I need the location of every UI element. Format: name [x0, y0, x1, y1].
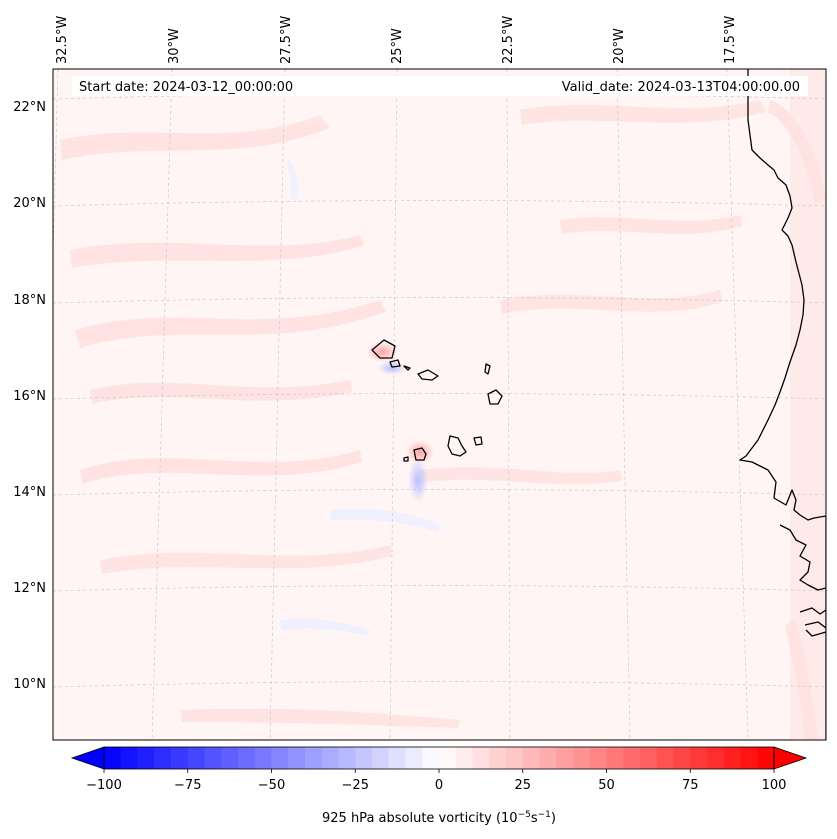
date-banner: [72, 76, 808, 96]
cape-verde-island: [403, 456, 409, 462]
valid-date-label: Valid_date: 2024-03-13T04:00:00.00: [562, 80, 800, 95]
colorbar-segment: [455, 747, 473, 769]
colorbar-segment: [137, 747, 155, 769]
cape-verde-island: [484, 363, 491, 375]
longitude-labels: 32.5°W 30°W 27.5°W 25°W 22.5°W 20°W 17.5…: [55, 16, 738, 64]
lat-label: 14°N: [13, 485, 46, 500]
colorbar-min-extend: [70, 746, 105, 770]
vorticity-coldspot: [408, 458, 428, 502]
colorbar-segment: [355, 747, 373, 769]
colorbar-segment: [372, 747, 390, 769]
colorbar-segment: [640, 747, 658, 769]
latitude-labels: 22°N 20°N 18°N 16°N 14°N 12°N 10°N: [13, 100, 46, 692]
colorbar-tick-label: −75: [174, 778, 201, 793]
colorbar-segment: [204, 747, 222, 769]
colorbar-segment: [673, 747, 691, 769]
colorbar-segment: [472, 747, 490, 769]
start-date-label: Start date: 2024-03-12_00:00:00: [79, 80, 293, 95]
colorbar-label: 925 hPa absolute vorticity (10−5s−1): [322, 810, 556, 826]
colorbar-tick-label: 50: [598, 778, 615, 793]
colorbar-segment: [606, 747, 624, 769]
colorbar-segments: [104, 747, 775, 769]
map-panel: [53, 69, 826, 740]
colorbar-segment: [171, 747, 189, 769]
colorbar-segment: [288, 747, 306, 769]
colorbar-segment: [405, 747, 423, 769]
colorbar-segment: [489, 747, 507, 769]
colorbar-segment: [254, 747, 272, 769]
lon-label: 27.5°W: [279, 16, 294, 64]
lat-label: 16°N: [13, 389, 46, 404]
lon-label: 30°W: [167, 28, 182, 64]
gridlines: [53, 69, 826, 740]
colorbar-segment: [740, 747, 758, 769]
colorbar-segment: [422, 747, 440, 769]
colorbar-segment: [388, 747, 406, 769]
colorbar-segment: [221, 747, 239, 769]
colorbar-segment: [723, 747, 741, 769]
coastlines: [371, 69, 826, 740]
colorbar-tick-label: 100: [762, 778, 787, 793]
colorbar-segment: [757, 747, 775, 769]
cape-verde-island: [447, 435, 467, 457]
lat-label: 18°N: [13, 293, 46, 308]
colorbar-segment: [623, 747, 641, 769]
lat-label: 22°N: [13, 100, 46, 115]
colorbar-tick-label: 25: [514, 778, 531, 793]
africa-coastline-inlets: [779, 524, 826, 637]
colorbar-segment: [187, 747, 205, 769]
vorticity-hotspot: [406, 440, 434, 464]
colorbar-segment: [539, 747, 557, 769]
cape-verde-island: [417, 369, 439, 381]
colorbar-segment: [271, 747, 289, 769]
colorbar-segment: [556, 747, 574, 769]
colorbar-segment: [656, 747, 674, 769]
lon-label: 22.5°W: [501, 16, 516, 64]
colorbar-tick-label: −50: [258, 778, 285, 793]
colorbar-segment: [238, 747, 256, 769]
cape-verde-island: [413, 447, 427, 461]
cape-verde-island: [371, 339, 396, 359]
colorbar-max-extend: [773, 746, 808, 770]
vorticity-coldspot: [378, 361, 406, 375]
colorbar-segment: [522, 747, 540, 769]
colorbar-segment: [120, 747, 138, 769]
vorticity-hotspot: [366, 342, 398, 362]
colorbar-segment: [154, 747, 172, 769]
map-frame: [52, 68, 827, 741]
cape-verde-island: [403, 365, 411, 371]
colorbar-tick-label: −100: [86, 778, 122, 793]
africa-coastline: [739, 69, 826, 740]
vorticity-coastal-band: [790, 69, 826, 740]
colorbar-tick-label: 0: [435, 778, 443, 793]
cape-verde-island: [473, 436, 483, 446]
lat-label: 12°N: [13, 581, 46, 596]
colorbar-segment: [707, 747, 725, 769]
colorbar-tick-label: 75: [682, 778, 699, 793]
colorbar-segment: [589, 747, 607, 769]
colorbar-segment: [573, 747, 591, 769]
map-background: [53, 69, 826, 740]
colorbar-segment: [690, 747, 708, 769]
colorbar-segment: [321, 747, 339, 769]
colorbar-segment: [439, 747, 457, 769]
colorbar-segment: [338, 747, 356, 769]
lon-label: 17.5°W: [723, 16, 738, 64]
vorticity-cold-patches: [280, 160, 440, 636]
cape-verde-island: [389, 359, 401, 368]
colorbar-segment: [506, 747, 524, 769]
colorbar-ticks: −100 −75 −50 −25 0 25 50 75 100: [86, 769, 786, 793]
colorbar-tick-label: −25: [342, 778, 369, 793]
lon-label: 25°W: [390, 28, 405, 64]
lon-label: 32.5°W: [55, 16, 70, 64]
lon-label: 20°W: [612, 28, 627, 64]
colorbar-segment: [305, 747, 323, 769]
cape-verde-island: [487, 389, 503, 405]
lat-label: 20°N: [13, 196, 46, 211]
colorbar: −100 −75 −50 −25 0 25 50 75 100 925 hPa absolute…: [70, 746, 808, 826]
colorbar-segment: [104, 747, 122, 769]
lat-label: 10°N: [13, 677, 46, 692]
